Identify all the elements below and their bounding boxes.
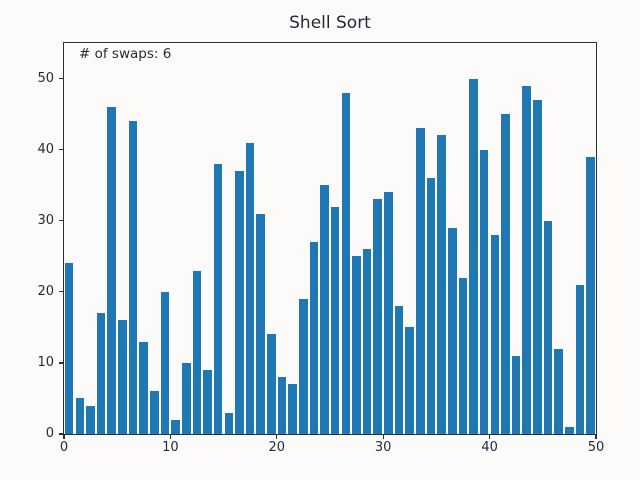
bar <box>490 234 500 434</box>
bar <box>362 249 372 434</box>
bar <box>224 412 234 434</box>
bar <box>288 384 297 434</box>
swap-count-annotation: # of swaps: 6 <box>79 46 172 62</box>
y-axis-tick-mark <box>59 148 64 151</box>
x-axis-tick-mark <box>595 434 597 439</box>
bar <box>245 142 255 434</box>
bar <box>426 178 436 434</box>
bar <box>171 419 180 434</box>
x-axis-tick-mark <box>276 434 278 439</box>
bar <box>394 306 404 434</box>
bar <box>139 341 148 434</box>
bar <box>203 370 212 434</box>
bar <box>192 270 202 434</box>
bar <box>86 405 95 434</box>
bar <box>75 398 85 434</box>
bar <box>96 313 106 434</box>
x-axis-tick-label: 0 <box>59 440 69 455</box>
bar <box>235 170 244 434</box>
y-axis-tick-mark <box>59 362 64 364</box>
bar <box>533 99 542 434</box>
bar <box>128 121 138 434</box>
bar <box>458 277 468 434</box>
bar <box>373 199 383 434</box>
bar <box>330 206 340 434</box>
bar <box>469 78 478 434</box>
bar <box>352 256 361 434</box>
plot-area <box>64 43 596 434</box>
y-axis-tick-label: 20 <box>37 283 54 299</box>
bar <box>277 377 287 434</box>
bar <box>501 114 510 434</box>
chart-title: Shell Sort <box>289 13 371 33</box>
bar <box>384 192 393 434</box>
bar <box>256 213 265 434</box>
bar <box>575 284 585 434</box>
y-axis-tick-label: 0 <box>45 426 54 441</box>
x-axis-tick-mark <box>488 434 491 439</box>
bar <box>298 298 308 434</box>
bar <box>309 242 319 434</box>
bar <box>416 128 425 434</box>
bar <box>213 163 223 434</box>
y-axis-tick-mark <box>59 433 64 435</box>
bar <box>341 92 351 434</box>
bar <box>320 185 329 434</box>
bar <box>543 220 553 434</box>
bar <box>554 348 563 434</box>
bar <box>479 149 489 434</box>
y-axis-tick-mark <box>59 77 64 80</box>
x-axis-tick-label: 10 <box>162 440 179 455</box>
x-axis-tick-mark <box>63 434 65 439</box>
x-axis-tick-label: 30 <box>374 440 392 455</box>
bar <box>437 135 446 434</box>
y-axis-tick-mark <box>59 291 64 293</box>
bar <box>107 106 117 434</box>
y-axis-tick-label: 40 <box>37 141 54 157</box>
bar <box>447 227 457 434</box>
bar <box>160 291 170 434</box>
bar <box>118 320 127 434</box>
bar <box>150 391 159 434</box>
y-axis-tick-mark <box>59 220 64 222</box>
x-axis-tick-mark <box>382 434 384 439</box>
bar <box>405 327 414 434</box>
y-axis-tick-label: 30 <box>37 212 54 228</box>
bar <box>181 362 191 434</box>
y-axis-tick-label: 50 <box>37 70 54 86</box>
x-axis-tick-label: 40 <box>481 440 498 455</box>
x-axis-tick-mark <box>169 434 172 439</box>
x-axis-tick-label: 50 <box>587 440 605 455</box>
bar <box>267 334 276 434</box>
y-axis-tick-label: 10 <box>37 354 54 370</box>
bar <box>564 426 574 434</box>
x-axis-tick-label: 20 <box>268 440 286 455</box>
bar <box>522 85 531 434</box>
bar <box>511 355 521 434</box>
bar <box>64 263 74 434</box>
bar <box>586 156 595 434</box>
